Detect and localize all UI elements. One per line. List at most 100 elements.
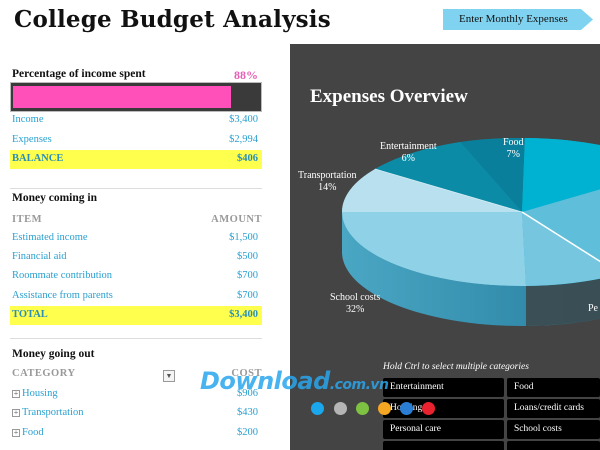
slice-label-text: Entertainment bbox=[380, 141, 437, 152]
table-row[interactable]: Assistance from parents $700 bbox=[10, 287, 262, 305]
row-value: $700 bbox=[237, 290, 258, 301]
row-label: TOTAL bbox=[12, 309, 48, 320]
slice-school-costs-right bbox=[522, 212, 600, 286]
budget-panel: Percentage of income spent 88% Income $3… bbox=[0, 44, 290, 450]
table-row[interactable]: + Food $200 bbox=[10, 424, 262, 442]
expenses-row[interactable]: Expenses $2,994 bbox=[10, 131, 262, 149]
slice-housing bbox=[522, 138, 600, 212]
slicer-item-blank[interactable] bbox=[507, 441, 600, 450]
spent-progress-bar bbox=[10, 82, 262, 112]
row-value: $406 bbox=[237, 153, 258, 164]
spent-percent: 88% bbox=[234, 68, 258, 82]
row-value: $3,400 bbox=[229, 309, 258, 320]
watermark-suffix: .com.vn bbox=[329, 377, 389, 393]
income-section-title: Money coming in bbox=[12, 192, 97, 204]
row-label: Roommate contribution bbox=[12, 270, 113, 281]
row-label: Financial aid bbox=[12, 251, 67, 262]
pie-side-wall-right bbox=[526, 278, 600, 326]
table-row[interactable]: Financial aid $500 bbox=[10, 248, 262, 266]
table-row[interactable]: + Housing $906 bbox=[10, 385, 262, 403]
slice-label-text: Transportation bbox=[298, 170, 357, 181]
watermark-dot bbox=[378, 402, 391, 415]
slice-school-costs bbox=[342, 212, 526, 287]
row-label: BALANCE bbox=[12, 153, 64, 164]
pie-label-school-costs: School costs 32% bbox=[330, 292, 380, 316]
spent-section-title: Percentage of income spent bbox=[12, 68, 146, 80]
outgo-section-title: Money going out bbox=[12, 348, 95, 360]
slicer-item-school-costs[interactable]: School costs bbox=[507, 420, 600, 439]
divider bbox=[10, 338, 262, 339]
slice-entertainment bbox=[375, 142, 522, 212]
watermark-dot bbox=[334, 402, 347, 415]
pie-label-partial: Pe bbox=[588, 303, 598, 314]
col-item: ITEM bbox=[12, 214, 43, 225]
row-value: $700 bbox=[237, 270, 258, 281]
slicer-item-loans[interactable]: Loans/credit cards bbox=[507, 399, 600, 418]
pie-chart bbox=[341, 137, 600, 326]
watermark-dot bbox=[311, 402, 324, 415]
category-label: Food bbox=[22, 427, 44, 438]
pie-label-transportation: Transportation 14% bbox=[298, 170, 357, 194]
row-label: + Transportation bbox=[12, 404, 83, 422]
row-value: $906 bbox=[237, 388, 258, 399]
slice-label-text: Food bbox=[503, 137, 524, 148]
slice-separator bbox=[374, 168, 523, 213]
expenses-chart-panel: Expenses Overview Entertainment 6% Food … bbox=[290, 44, 600, 450]
slice-separator bbox=[521, 211, 600, 263]
divider bbox=[10, 188, 262, 189]
chart-title: Expenses Overview bbox=[310, 86, 468, 107]
category-filter-dropdown-icon[interactable]: ▼ bbox=[163, 370, 175, 382]
expand-icon[interactable]: + bbox=[12, 427, 20, 437]
watermark-main: Download bbox=[200, 367, 330, 395]
slicer-item-blank[interactable] bbox=[383, 441, 504, 450]
slice-other bbox=[522, 189, 600, 262]
category-label: Housing bbox=[22, 388, 58, 399]
slice-transportation bbox=[341, 169, 522, 212]
row-label: + Food bbox=[12, 424, 44, 442]
balance-row[interactable]: BALANCE $406 bbox=[10, 150, 262, 169]
slicer-item-personal-care[interactable]: Personal care bbox=[383, 420, 504, 439]
row-value: $500 bbox=[237, 251, 258, 262]
slice-percent-text: 32% bbox=[345, 304, 365, 315]
slicer-hint: Hold Ctrl to select multiple categories bbox=[383, 362, 529, 372]
income-row[interactable]: Income $3,400 bbox=[10, 111, 262, 129]
category-label: Transportation bbox=[22, 407, 84, 418]
watermark-dot bbox=[422, 402, 435, 415]
total-row[interactable]: TOTAL $3,400 bbox=[10, 306, 262, 325]
table-row[interactable]: Roommate contribution $700 bbox=[10, 267, 262, 285]
slice-label-text: School costs bbox=[330, 292, 381, 303]
row-value: $3,400 bbox=[229, 114, 258, 125]
row-label: Assistance from parents bbox=[12, 290, 113, 301]
slicer-item-food[interactable]: Food bbox=[507, 378, 600, 397]
row-value: $430 bbox=[237, 407, 258, 418]
slice-percent-text: 6% bbox=[401, 153, 415, 164]
enter-monthly-expenses-button[interactable]: Enter Monthly Expenses bbox=[443, 9, 593, 30]
pie-label-entertainment: Entertainment 6% bbox=[380, 141, 437, 165]
row-label: Estimated income bbox=[12, 232, 88, 243]
table-row[interactable]: + Transportation $430 bbox=[10, 404, 262, 422]
slice-percent-text: 7% bbox=[506, 149, 520, 160]
expand-icon[interactable]: + bbox=[12, 407, 20, 417]
watermark-logo: Download.com.vn bbox=[200, 367, 389, 395]
expand-icon[interactable]: + bbox=[12, 388, 20, 398]
row-label: Income bbox=[12, 114, 44, 125]
col-category: CATEGORY bbox=[12, 368, 76, 379]
row-value: $200 bbox=[237, 427, 258, 438]
watermark-dot bbox=[356, 402, 369, 415]
pie-label-food: Food 7% bbox=[503, 137, 524, 161]
slice-food bbox=[460, 137, 525, 212]
outgo-table-header: CATEGORY COST bbox=[12, 368, 262, 379]
slice-percent-text: 14% bbox=[318, 182, 337, 193]
watermark-dot bbox=[400, 402, 413, 415]
row-label: Expenses bbox=[12, 134, 52, 145]
col-amount: AMOUNT bbox=[211, 214, 262, 225]
page-title: College Budget Analysis bbox=[14, 6, 331, 33]
spent-progress-fill bbox=[13, 86, 231, 108]
row-value: $2,994 bbox=[229, 134, 258, 145]
income-table-header: ITEM AMOUNT bbox=[12, 214, 262, 225]
slicer-item-entertainment[interactable]: Entertainment bbox=[383, 378, 504, 397]
row-value: $1,500 bbox=[229, 232, 258, 243]
row-label: + Housing bbox=[12, 385, 58, 403]
col-cost: COST bbox=[231, 368, 262, 379]
table-row[interactable]: Estimated income $1,500 bbox=[10, 229, 262, 247]
